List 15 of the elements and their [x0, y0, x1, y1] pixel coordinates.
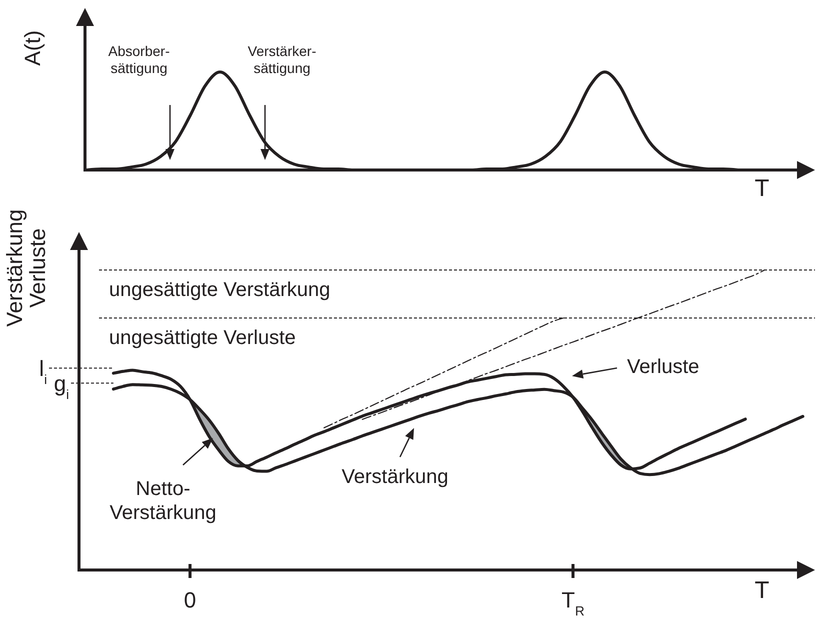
- ref-line-label: g$_{i}$: [54, 371, 70, 402]
- ref-line-label: l$_{i}$: [39, 356, 48, 387]
- annotation: Netto- Verstärkung: [110, 478, 216, 524]
- legend-label: Verluste: [627, 356, 700, 378]
- y-axis-title: Verstärkung Verluste: [2, 209, 50, 327]
- annotation: Verstärker- sättigung: [248, 43, 317, 76]
- x-tick-label: T$_{R}$: [562, 588, 584, 618]
- series-label: Verstärkung: [342, 466, 448, 488]
- x-axis-title: T: [754, 577, 770, 604]
- x-tick-label: 0: [184, 588, 196, 613]
- x-axis-title: T: [754, 175, 770, 202]
- annotation: Absorber- sättigung: [108, 43, 170, 76]
- ref-line-label: ungesättigte Verstärkung: [109, 279, 330, 301]
- ref-line-label: ungesättigte Verluste: [109, 327, 296, 349]
- y-axis-title: A(t): [20, 30, 45, 66]
